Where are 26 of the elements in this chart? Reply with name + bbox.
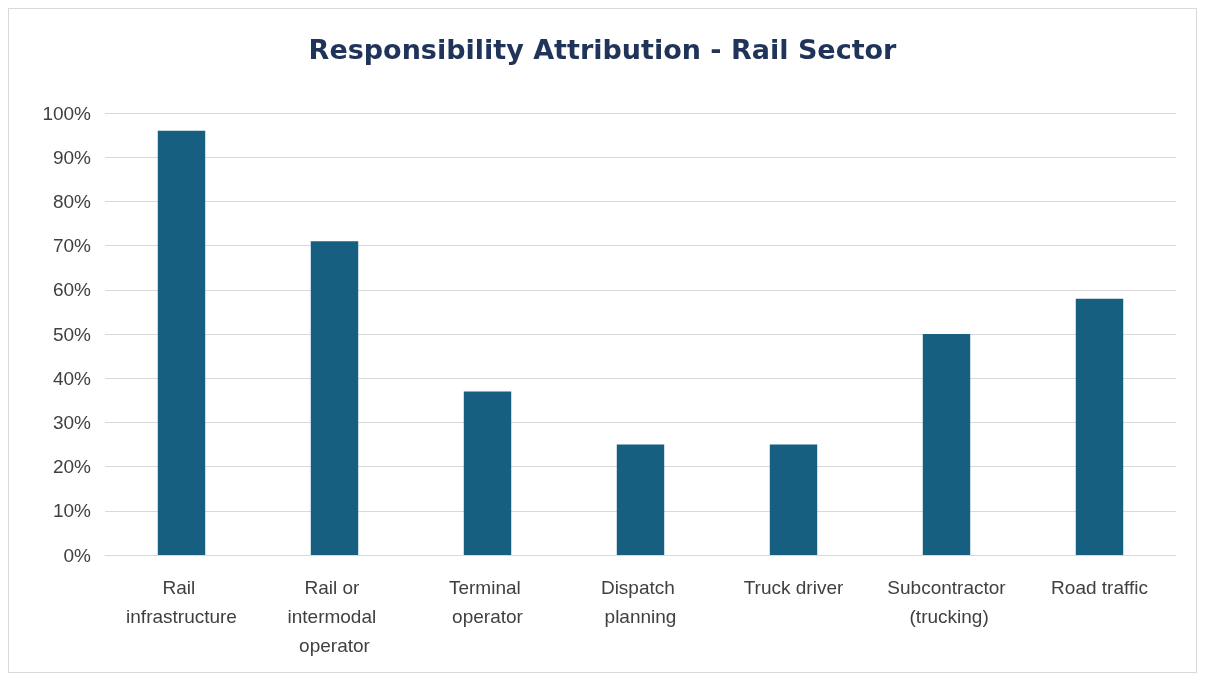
y-tick-label: 0% <box>63 544 92 566</box>
y-tick-label: 60% <box>52 279 92 301</box>
bar <box>616 444 665 555</box>
x-tick-label: Rail or intermodal operator <box>287 577 382 656</box>
x-tick-label: Road traffic <box>1051 577 1148 598</box>
bar <box>157 130 206 555</box>
bar <box>1075 298 1124 555</box>
x-tick-label: Truck driver <box>743 577 844 598</box>
y-tick-label: 20% <box>52 456 92 478</box>
y-tick-label: 40% <box>52 367 92 389</box>
y-tick-label: 50% <box>52 323 92 345</box>
x-tick-label: Dispatch planning <box>600 577 681 627</box>
bar <box>463 391 512 555</box>
bar <box>769 444 818 555</box>
y-tick-label: 80% <box>52 190 92 212</box>
chart-title: Responsibility Attribution - Rail Sector <box>308 34 898 65</box>
y-tick-label: 10% <box>52 500 92 522</box>
y-tick-label: 30% <box>52 411 92 433</box>
y-tick-label: 90% <box>52 146 92 168</box>
bar <box>922 334 971 555</box>
x-tick-label: Rail infrastructure <box>126 577 237 627</box>
x-tick-label: Terminal operator <box>448 577 527 627</box>
bar <box>310 241 359 555</box>
y-tick-label: 100% <box>42 102 92 124</box>
x-tick-label: Subcontractor (trucking) <box>887 577 1007 627</box>
y-tick-label: 70% <box>52 235 92 257</box>
